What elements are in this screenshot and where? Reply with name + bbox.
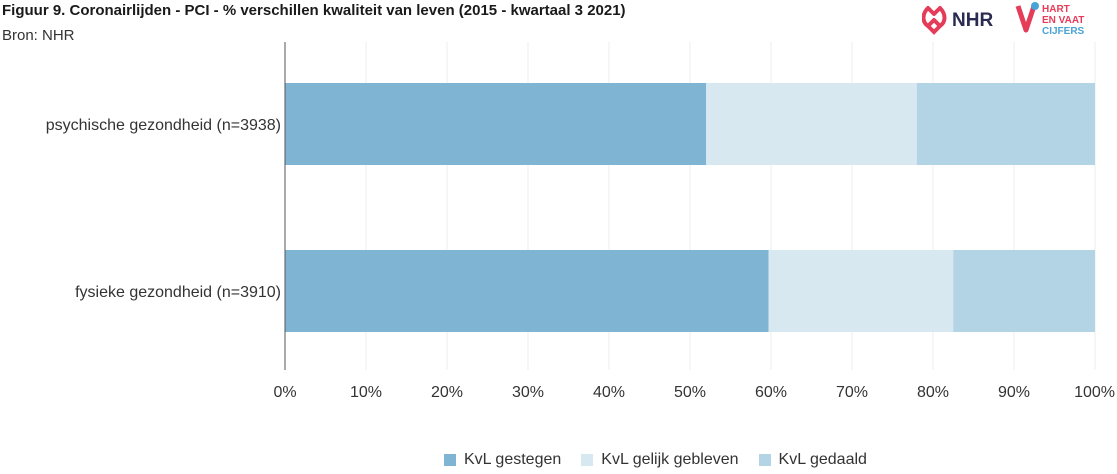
bar-segment xyxy=(285,83,707,165)
legend-item-gedaald: KvL gedaald xyxy=(758,451,867,469)
legend-swatch-gelijk xyxy=(581,454,594,466)
bar-segment xyxy=(706,83,917,165)
nhr-logo-text: NHR xyxy=(952,10,993,31)
hvc-logo-line2: EN VAAT xyxy=(1042,15,1084,26)
bar-segment xyxy=(768,250,954,332)
x-tick-label: 30% xyxy=(512,384,544,401)
bar-segment xyxy=(285,250,769,332)
x-tick-label: 70% xyxy=(836,384,868,401)
x-tick-label: 80% xyxy=(917,384,949,401)
legend-label-gedaald: KvL gedaald xyxy=(778,451,867,468)
x-tick-label: 10% xyxy=(350,384,382,401)
legend-label-gestegen: KvL gestegen xyxy=(464,451,562,468)
x-tick-label: 40% xyxy=(593,384,625,401)
chart-legend: KvL gestegen KvL gelijk gebleven KvL ged… xyxy=(444,451,867,469)
category-label: psychische gezondheid (n=3938) xyxy=(46,117,281,134)
legend-item-gestegen: KvL gestegen xyxy=(444,451,561,469)
chart-source: Bron: NHR xyxy=(2,27,75,44)
legend-item-gelijk: KvL gelijk gebleven xyxy=(581,451,739,469)
hvc-logo-line3: CIJFERS xyxy=(1042,26,1085,37)
category-label: fysieke gezondheid (n=3910) xyxy=(75,284,281,301)
legend-swatch-gedaald xyxy=(758,454,771,466)
x-tick-label: 60% xyxy=(755,384,787,401)
x-tick-label: 50% xyxy=(674,384,706,401)
x-tick-label: 100% xyxy=(1074,384,1115,401)
logos: NHR HART EN VAAT CIJFERS xyxy=(922,2,1085,37)
bar-segment xyxy=(916,83,1095,165)
x-tick-label: 0% xyxy=(273,384,296,401)
hart-vaat-logo-icon xyxy=(1015,2,1039,33)
nhr-logo-icon xyxy=(922,6,947,35)
bar-segment xyxy=(953,250,1095,332)
x-tick-label: 90% xyxy=(998,384,1030,401)
x-tick-label: 20% xyxy=(431,384,463,401)
legend-label-gelijk: KvL gelijk gebleven xyxy=(601,451,739,468)
chart-title: Figuur 9. Coronairlijden - PCI - % versc… xyxy=(2,2,626,19)
legend-swatch-gestegen xyxy=(444,454,456,466)
hvc-logo-line1: HART xyxy=(1042,4,1070,15)
